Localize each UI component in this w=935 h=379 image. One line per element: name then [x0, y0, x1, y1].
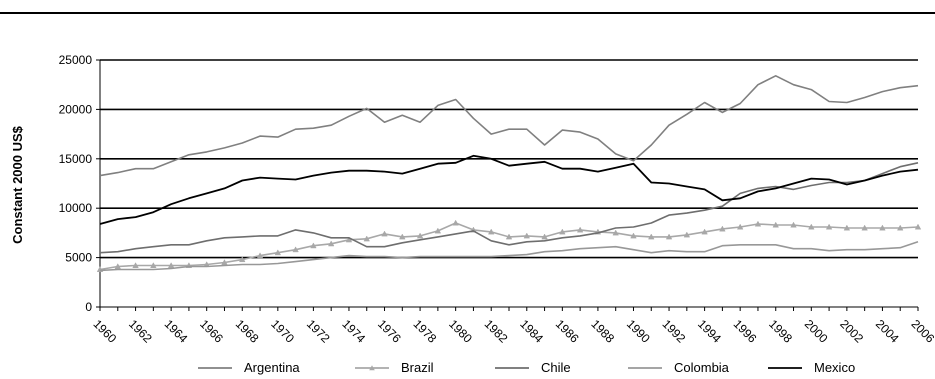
y-axis-title: Constant 2000 US$ [10, 125, 25, 244]
data-point-brazil [683, 231, 691, 238]
x-tick-label: 2004 [873, 317, 902, 346]
data-point-brazil [914, 223, 922, 230]
x-tick-label: 1978 [411, 317, 440, 346]
x-tick-label: 1974 [339, 317, 368, 346]
x-tick-label: 2002 [837, 317, 866, 346]
x-tick-label: 1970 [268, 317, 297, 346]
x-tick-label: 2000 [802, 317, 831, 346]
data-point-brazil [808, 223, 815, 230]
legend-label-colombia: Colombia [674, 360, 730, 375]
series-line-mexico [99, 154, 919, 225]
x-tick-label: 1996 [731, 317, 760, 346]
data-point-brazil [612, 229, 619, 236]
y-tick-label: 0 [85, 300, 92, 314]
data-point-brazil [416, 232, 424, 239]
data-point-brazil [345, 236, 353, 243]
legend-label-argentina: Argentina [244, 360, 300, 375]
x-tick-label: 1992 [659, 317, 688, 346]
data-point-brazil [648, 233, 655, 240]
data-point-brazil [665, 233, 673, 240]
data-point-brazil [879, 224, 886, 231]
data-point-brazil [381, 230, 388, 237]
data-point-brazil [576, 226, 584, 233]
x-tick-label: 1980 [446, 317, 475, 346]
x-tick-label: 1972 [304, 317, 333, 346]
x-tick-label: 1990 [624, 317, 653, 346]
legend: Argentina Brazil Chile Colombia Mexico [198, 360, 855, 375]
x-tick-label: 1994 [695, 317, 724, 346]
x-tick-label: 2006 [908, 317, 935, 346]
x-tick-label: 1962 [126, 317, 155, 346]
data-point-brazil [132, 262, 139, 268]
data-point-brazil [310, 242, 317, 249]
data-point-brazil [505, 233, 513, 240]
legend-label-mexico: Mexico [814, 360, 855, 375]
data-point-brazil [434, 227, 442, 234]
data-point-brazil [327, 240, 335, 247]
data-point-brazil [256, 252, 264, 259]
data-point-brazil [843, 224, 851, 231]
data-point-brazil [719, 225, 726, 232]
x-tick-label: 1960 [90, 317, 119, 346]
x-tick-label: 1984 [517, 317, 546, 346]
data-point-brazil [736, 223, 744, 230]
data-point-brazil [239, 256, 246, 263]
data-point-brazil [559, 228, 566, 235]
data-point-brazil [701, 228, 708, 235]
series-line-argentina [99, 75, 919, 177]
y-tick-label: 25000 [59, 53, 93, 67]
data-point-brazil [487, 228, 495, 235]
x-tick-label: 1998 [766, 317, 795, 346]
y-tick-label: 15000 [59, 152, 93, 166]
data-point-brazil [630, 232, 637, 239]
y-tick-label: 10000 [59, 201, 93, 215]
data-point-brazil [399, 233, 406, 240]
x-tick-label: 1986 [553, 317, 582, 346]
data-point-brazil [274, 249, 282, 256]
series-layer [96, 75, 922, 272]
legend-label-brazil: Brazil [401, 360, 434, 375]
data-point-brazil [896, 224, 904, 231]
data-point-brazil [825, 223, 833, 230]
x-tick-label: 1988 [588, 317, 617, 346]
series-line-colombia [99, 241, 919, 272]
y-tick-label: 5000 [65, 251, 92, 265]
legend-marker-brazil [369, 365, 375, 371]
x-tick-label: 1982 [482, 317, 511, 346]
data-point-brazil [150, 262, 157, 268]
data-point-brazil [523, 232, 531, 239]
data-point-brazil [772, 221, 779, 228]
y-tick-label: 20000 [59, 102, 93, 116]
data-point-brazil [861, 224, 868, 231]
legend-label-chile: Chile [541, 360, 571, 375]
data-point-brazil [363, 235, 370, 242]
data-point-brazil [790, 221, 797, 228]
data-point-brazil [754, 220, 762, 227]
data-point-brazil [452, 219, 459, 226]
x-tick-label: 1966 [197, 317, 226, 346]
data-point-brazil [541, 233, 548, 240]
data-point-brazil [292, 246, 299, 253]
x-tick-label: 1964 [162, 317, 191, 346]
x-tick-label: 1976 [375, 317, 404, 346]
grid-layer [100, 59, 918, 259]
x-tick-label: 1968 [233, 317, 262, 346]
